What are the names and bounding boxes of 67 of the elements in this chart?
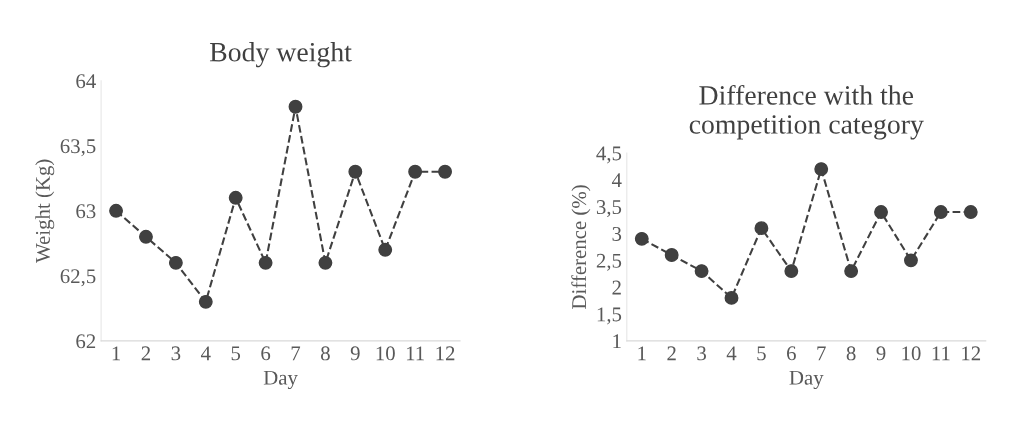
point <box>814 162 829 177</box>
point <box>198 294 213 309</box>
point <box>874 205 888 219</box>
x-tick-label: 12 <box>436 346 455 361</box>
y-tick-label: 63 <box>76 204 96 219</box>
x-tick-label: 3 <box>697 346 706 361</box>
point <box>933 205 948 219</box>
y-tick-label: 4 <box>611 173 622 188</box>
point <box>168 255 183 270</box>
y-tick-label: 62,5 <box>60 269 96 287</box>
x-tick-label: 8 <box>321 346 330 361</box>
x-tick-label: 4 <box>726 346 737 361</box>
point <box>694 264 709 279</box>
point <box>844 264 859 279</box>
x-tick-label: 7 <box>291 346 301 361</box>
y-tick-label: 63,5 <box>60 139 96 157</box>
x-tick-label: 5 <box>231 346 241 361</box>
y-axis-title: Difference (%) <box>571 185 591 309</box>
x-tick-label: 2 <box>667 346 676 361</box>
x-tick-label: 1 <box>638 346 646 361</box>
point <box>109 203 123 218</box>
x-tick-label: 9 <box>876 346 886 361</box>
chart-title: Body weight <box>209 42 352 68</box>
point <box>724 290 739 305</box>
point <box>438 164 452 179</box>
x-tick-label: 6 <box>787 346 796 361</box>
x-axis-title: Day <box>263 370 298 390</box>
point <box>318 255 333 270</box>
x-tick-label: 9 <box>350 346 360 361</box>
x-tick-label: 4 <box>200 346 211 361</box>
point <box>664 248 679 262</box>
point <box>408 164 423 179</box>
point <box>288 99 303 114</box>
y-tick-label: 3 <box>612 226 622 241</box>
x-tick-label: 10 <box>902 346 921 361</box>
point <box>904 253 918 268</box>
x-tick-label: 1 <box>112 346 121 361</box>
point <box>258 255 273 270</box>
point <box>139 229 153 244</box>
chart-title: Difference with the competition category <box>689 84 924 140</box>
point <box>228 190 243 205</box>
x-tick-label: 3 <box>171 346 181 361</box>
y-tick-label: 1 <box>613 334 621 349</box>
x-tick-label: 6 <box>261 346 271 361</box>
point <box>634 231 649 246</box>
y-tick-label: 4,5 <box>596 146 622 164</box>
x-tick-label: 12 <box>962 346 981 361</box>
x-tick-label: 11 <box>932 346 950 361</box>
x-tick-label: 5 <box>757 346 766 361</box>
point <box>348 164 363 179</box>
y-axis-title: Weight (Kg) <box>35 159 55 263</box>
point <box>378 242 393 257</box>
x-tick-label: 8 <box>846 346 856 361</box>
y-tick-label: 3,5 <box>596 200 622 218</box>
x-tick-label: 2 <box>141 346 151 361</box>
x-tick-label: 7 <box>817 346 826 361</box>
x-tick-label: 11 <box>406 346 424 361</box>
x-axis-title: Day <box>789 370 824 390</box>
y-tick-label: 2 <box>612 280 621 295</box>
x-tick-label: 10 <box>376 346 395 361</box>
y-tick-label: 64 <box>76 74 96 89</box>
y-tick-label: 1,5 <box>597 307 622 325</box>
point <box>754 221 769 236</box>
y-tick-label: 2,5 <box>596 253 622 271</box>
point <box>784 264 799 279</box>
y-tick-label: 62 <box>76 334 96 349</box>
point <box>963 205 978 219</box>
